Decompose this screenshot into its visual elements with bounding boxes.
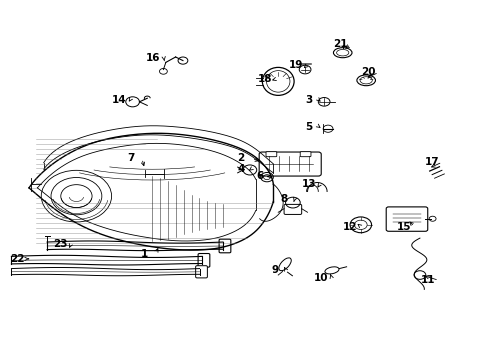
Text: 13: 13 xyxy=(302,179,317,189)
FancyBboxPatch shape xyxy=(196,266,207,278)
Text: 18: 18 xyxy=(258,74,273,84)
FancyBboxPatch shape xyxy=(198,253,210,267)
Text: 22: 22 xyxy=(11,254,25,264)
FancyBboxPatch shape xyxy=(386,207,428,231)
Text: 8: 8 xyxy=(280,194,288,204)
Text: 23: 23 xyxy=(53,239,68,249)
Text: 1: 1 xyxy=(141,248,148,258)
Text: 6: 6 xyxy=(256,171,263,181)
Text: 4: 4 xyxy=(237,163,245,174)
Text: 17: 17 xyxy=(424,157,439,167)
Text: 9: 9 xyxy=(272,265,279,275)
FancyBboxPatch shape xyxy=(284,204,302,215)
FancyBboxPatch shape xyxy=(266,152,277,157)
Text: 11: 11 xyxy=(421,275,436,285)
Text: 5: 5 xyxy=(305,122,312,132)
Text: 3: 3 xyxy=(305,95,312,105)
Text: 19: 19 xyxy=(289,60,303,70)
Text: 21: 21 xyxy=(333,40,347,49)
Text: 20: 20 xyxy=(361,67,375,77)
FancyBboxPatch shape xyxy=(300,152,311,157)
FancyBboxPatch shape xyxy=(259,152,321,176)
Text: 2: 2 xyxy=(238,153,245,163)
Text: 14: 14 xyxy=(112,95,126,105)
Text: 12: 12 xyxy=(343,222,357,231)
Text: 15: 15 xyxy=(396,222,411,231)
FancyBboxPatch shape xyxy=(219,239,231,253)
Text: 16: 16 xyxy=(146,53,160,63)
Text: 10: 10 xyxy=(314,273,328,283)
Text: 7: 7 xyxy=(127,153,135,163)
